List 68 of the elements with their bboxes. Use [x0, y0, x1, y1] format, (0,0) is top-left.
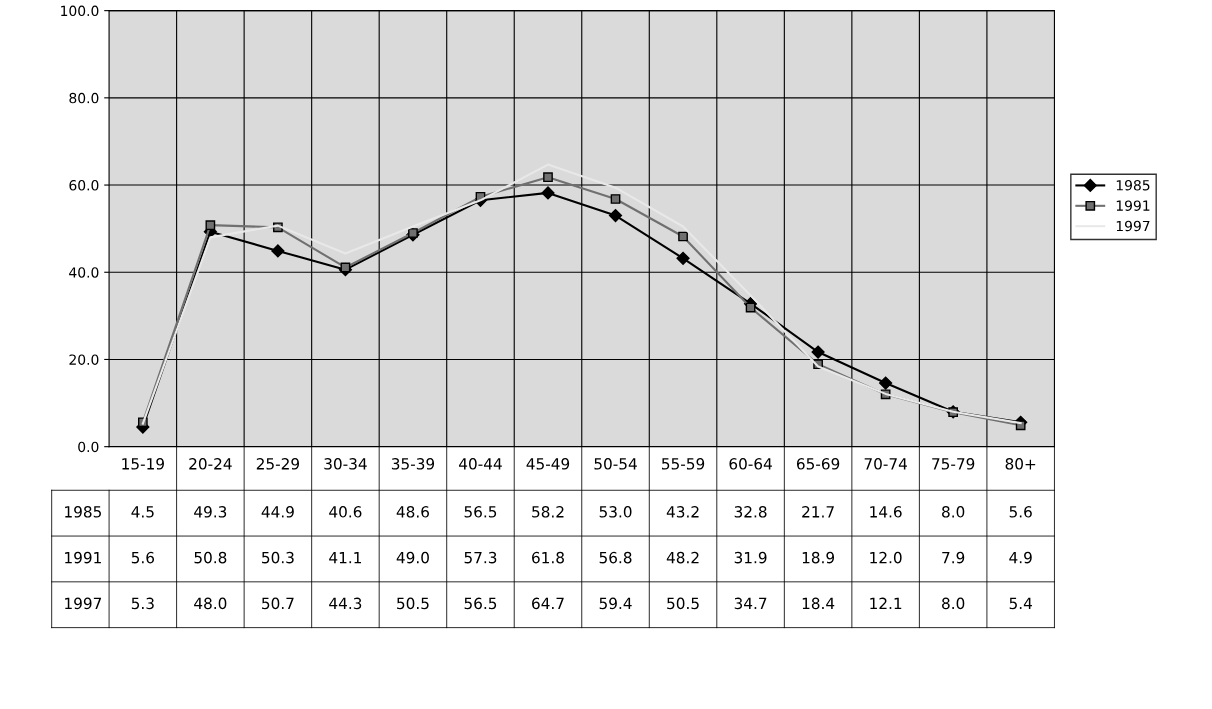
data-label: 8.0: [942, 597, 965, 610]
x-tick-label: 35-39: [391, 458, 435, 470]
legend-label: 1991: [1116, 200, 1150, 211]
data-label: 50.3: [262, 551, 294, 564]
x-tick-label: 15-19: [122, 458, 164, 470]
data-label: 49.3: [194, 506, 227, 518]
data-label: 58.2: [532, 506, 564, 518]
data-label: 5.4: [1009, 597, 1032, 610]
y-tick-label: 0.0: [78, 441, 99, 453]
y-tick-label: 80.0: [69, 92, 99, 104]
legend-label: 1997: [1116, 220, 1150, 232]
x-tick-label: 20-24: [189, 458, 232, 470]
data-label: 61.8: [532, 551, 564, 564]
x-tick-label: 80+: [1005, 458, 1036, 470]
data-label: 8.0: [942, 506, 965, 518]
x-tick-label: 50-54: [594, 458, 637, 470]
data-label: 56.8: [599, 551, 632, 564]
data-label: 50.5: [667, 597, 699, 610]
x-tick-label: 45-49: [526, 458, 570, 470]
x-tick-label: 70-74: [864, 458, 907, 470]
x-tick-label: 40-44: [459, 458, 502, 470]
data-label: 31.9: [734, 551, 767, 564]
data-label: 14.6: [870, 506, 902, 518]
x-tick-label: 65-69: [796, 458, 840, 470]
data-label: 4.9: [1009, 551, 1032, 564]
y-tick-label: 40.0: [69, 267, 99, 278]
data-label: 48.0: [194, 597, 227, 610]
data-label: 56.5: [464, 506, 497, 518]
x-tick-label: 30-34: [324, 458, 367, 470]
data-label: 49.0: [396, 551, 429, 564]
x-tick-label: 75-79: [932, 458, 975, 470]
data-label: 43.2: [666, 506, 699, 518]
data-label: 5.6: [131, 551, 155, 564]
y-tick-label: 60.0: [69, 180, 99, 191]
data-label: 53.0: [599, 506, 632, 518]
data-label: 32.8: [734, 506, 767, 518]
data-label: 5.6: [1009, 506, 1032, 518]
data-label: 56.5: [464, 597, 497, 610]
data-label: 50.5: [397, 597, 429, 610]
data-label: 18.4: [802, 597, 835, 610]
data-label: 48.2: [666, 551, 699, 564]
data-label: 18.9: [802, 551, 835, 564]
data-label: 44.3: [329, 597, 362, 610]
data-label: 7.9: [942, 551, 965, 564]
x-tick-label: 25-29: [256, 458, 300, 470]
data-label: 21.7: [802, 506, 834, 518]
data-label: 4.5: [131, 506, 154, 518]
x-tick-label: 55-59: [662, 458, 705, 470]
x-tick-label: 60-64: [729, 458, 772, 470]
data-label: 40.6: [329, 506, 362, 518]
data-label: 44.9: [261, 506, 294, 518]
data-label: 59.4: [599, 597, 632, 610]
data-label: 64.7: [532, 597, 564, 610]
data-label: 12.0: [870, 551, 902, 564]
data-label: 57.3: [464, 551, 497, 564]
data-label: 34.7: [734, 597, 767, 610]
data-label: 48.6: [396, 506, 429, 518]
data-label: 50.7: [262, 597, 294, 610]
legend-label: 1985: [1116, 179, 1150, 191]
data-label: 41.1: [329, 552, 362, 564]
data-label: 5.3: [131, 597, 154, 610]
y-tick-label: 20.0: [69, 354, 99, 365]
text: 1991: [65, 551, 101, 564]
y-tick-label: 100.0: [61, 5, 99, 17]
data-label: 12.1: [870, 597, 902, 609]
data-label: 50.8: [194, 551, 227, 564]
text: 1997: [65, 597, 102, 610]
text: 1985: [65, 506, 101, 518]
